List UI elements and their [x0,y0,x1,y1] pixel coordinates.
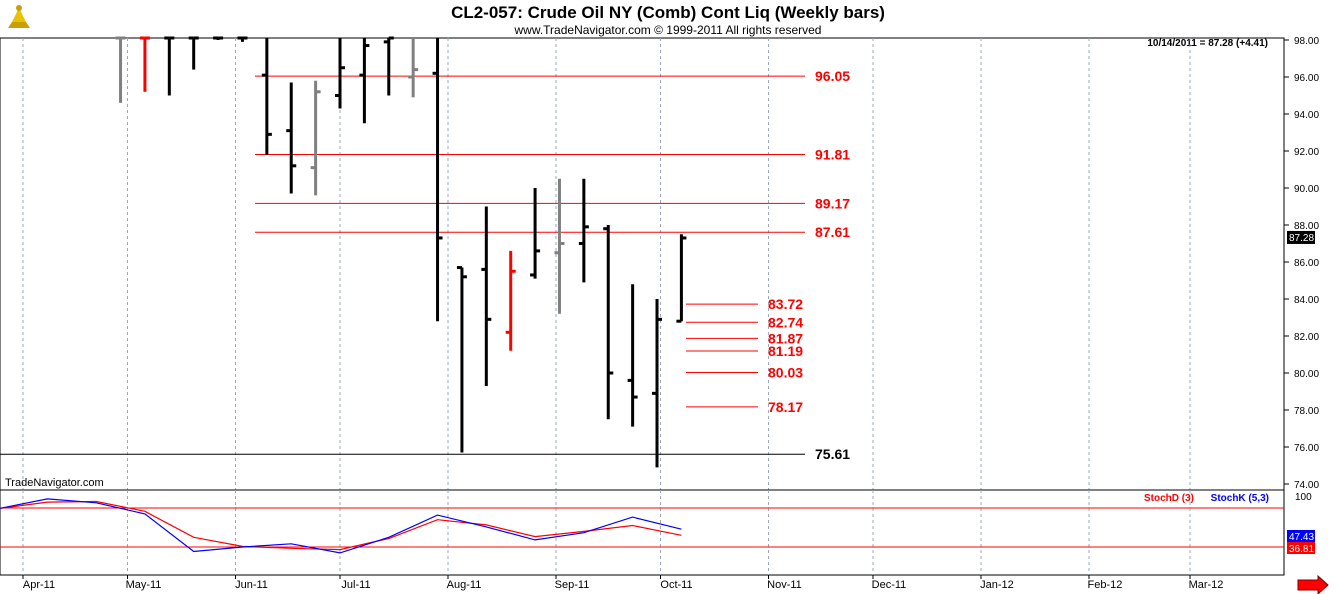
time-tick-label: Jul-11 [341,579,370,591]
time-tick-label: Jun-11 [235,579,268,591]
ohlc-bar [213,36,224,40]
ohlc-bar [481,206,492,386]
price-tick-label: 78.00 [1294,406,1319,417]
price-tick-label: 80.00 [1294,369,1319,380]
svg-text:47.43: 47.43 [1289,532,1314,543]
watermark: TradeNavigator.com [5,477,104,489]
ohlc-bar [530,188,541,279]
ohlc-bar [408,38,419,98]
price-tick-label: 76.00 [1294,443,1319,454]
ohlc-bar [456,266,467,453]
time-tick-label: Apr-11 [23,579,55,591]
ohlc-bar [237,36,248,42]
level-label: 91.81 [815,147,850,163]
ohlc-bar [188,36,199,70]
time-tick-label: Dec-11 [872,579,907,591]
ohlc-bar [335,38,346,109]
price-level-lines: 96.05 91.81 89.17 87.61 83.72 82.7481.8781.19… [0,68,850,462]
price-tick-label: 84.00 [1294,295,1319,306]
stochastic-lines [0,498,682,554]
time-tick-label: May-11 [126,579,162,591]
ohlc-bar [261,38,272,155]
time-tick-label: Mar-12 [1189,579,1224,591]
ohlc-bar [115,36,126,103]
ohlc-bars [115,36,687,468]
stochD-line [0,500,682,551]
price-gridlines [22,38,1191,490]
level-label: 89.17 [815,195,850,211]
stochK-line [0,498,682,554]
svg-text:36.81: 36.81 [1289,544,1314,555]
price-tick-label: 94.00 [1294,110,1319,121]
price-panel [0,37,1285,491]
price-tick-label: 92.00 [1294,147,1319,158]
ohlc-bar [627,284,638,427]
chart-title: CL2-057: Crude Oil NY (Comb) Cont Liq (W… [451,3,885,22]
stochastic-gridlines [0,490,1284,575]
ohlc-bar [310,80,321,196]
time-tick-label: Aug-11 [447,579,482,591]
level-label: 78.17 [768,399,803,415]
price-axis: 98.00 96.00 94.00 92.00 90.00 88.00 86.00 84.00… [1284,36,1319,491]
price-tick-label: 98.00 [1294,36,1319,47]
price-tick-label: 74.00 [1294,480,1319,491]
scroll-right-arrow-icon[interactable] [1297,574,1329,594]
level-label: 82.74 [768,314,803,330]
time-tick-label: Sep-11 [555,579,590,591]
level-label: 80.03 [768,364,803,380]
time-axis: Apr-11 May-11 Jun-11 Jul-11 Aug-11 Sep-11 Oct-… [22,575,1224,591]
svg-text:87.28: 87.28 [1289,233,1314,244]
ohlc-bar [554,178,565,314]
ohlc-bar [164,36,175,96]
price-tick-label: 82.00 [1294,332,1319,343]
ohlc-bar [676,234,687,323]
level-label: 81.19 [768,343,803,359]
level-label: 81.87 [768,330,803,346]
stoch-ytick-100: 100 [1295,492,1312,503]
trade-navigator-logo [5,4,33,32]
time-tick-label: Feb-12 [1088,579,1123,591]
price-tick-label: 86.00 [1294,258,1319,269]
ohlc-bar [603,225,614,420]
last-price-info: 10/14/2011 = 87.28 (+4.41) [1147,38,1268,49]
ohlc-bar [432,38,443,322]
price-tick-label: 90.00 [1294,184,1319,195]
level-label: 75.61 [815,446,850,462]
ohlc-bar [652,299,663,468]
level-label: 96.05 [815,68,850,84]
ohlc-bar [359,38,370,124]
stochastic-panel [0,489,1285,576]
ohlc-bar [383,36,394,96]
legend-stochK: StochK (5,3) [1211,493,1269,504]
level-label: 83.72 [768,296,803,312]
legend-stochD: StochD (3) [1144,493,1194,504]
stochK-badge: 47.43 [1287,530,1315,543]
time-tick-label: Oct-11 [660,579,692,591]
level-label: 87.61 [815,224,850,240]
time-tick-label: Jan-12 [980,579,1014,591]
ohlc-bar [578,178,589,283]
price-tick-label: 96.00 [1294,73,1319,84]
ohlc-bar [139,36,150,92]
price-tick-label: 88.00 [1294,221,1319,232]
ohlc-bar [286,82,297,194]
ohlc-bar [505,250,516,351]
time-tick-label: Nov-11 [767,579,802,591]
last-price-badge: 87.28 [1287,230,1315,244]
stochD-badge: 36.81 [1287,542,1315,555]
copyright-text: www.TradeNavigator.com © 1999-2011 All r… [514,23,822,37]
